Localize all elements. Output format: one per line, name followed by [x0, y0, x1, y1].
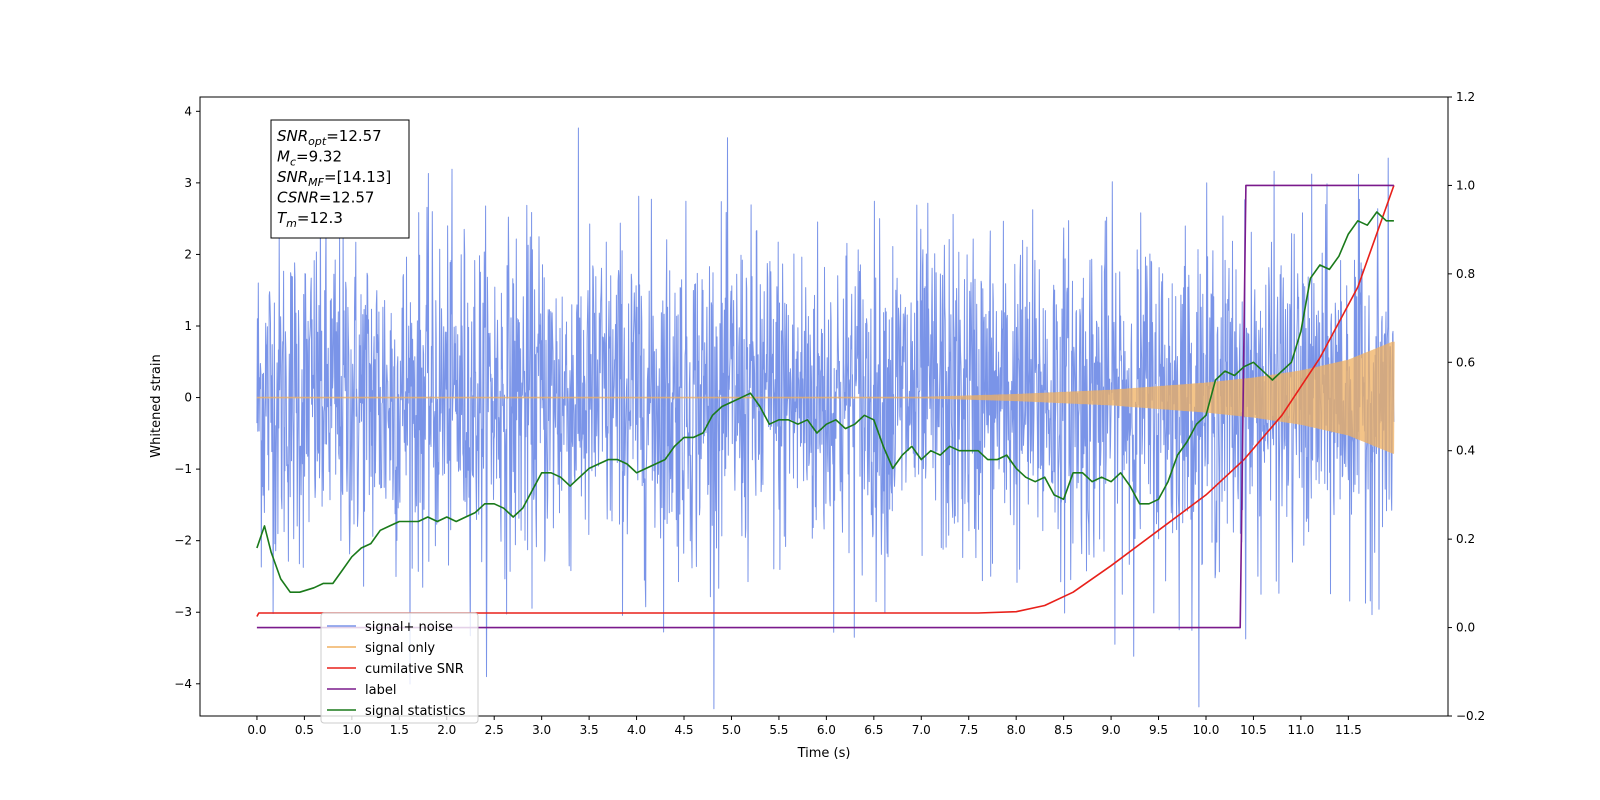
y-tick-label: 2 [184, 247, 192, 261]
annotation-line: CSNR=12.57 [277, 189, 374, 207]
x-tick-label: 3.5 [580, 723, 599, 737]
annotation-frame [270, 119, 410, 239]
x-tick-label: 8.5 [1054, 723, 1073, 737]
data-layer [256, 127, 1395, 710]
x-tick-label: 6.5 [864, 723, 883, 737]
y2-tick-label: 0.2 [1456, 532, 1475, 546]
x-tick-label: 2.5 [485, 723, 504, 737]
x-tick-label: 4.0 [627, 723, 646, 737]
annotation-line: SNRMF=[14.13] [277, 168, 391, 189]
y-axis-right: 1.2 1.0 0.8 0.6 0.4 0.2 0.0 −0.2 [1448, 90, 1485, 723]
annotation-box: SNRopt=12.57Mc=9.32SNRMF=[14.13]CSNR=12.… [270, 119, 410, 239]
x-tick-label: 10.0 [1193, 723, 1220, 737]
x-tick-label: 11.0 [1288, 723, 1315, 737]
x-tick-label: 3.0 [532, 723, 551, 737]
x-tick-label: 8.0 [1007, 723, 1026, 737]
annotation-line: SNRopt=12.57 [277, 127, 382, 148]
legend-label: signal only [365, 641, 435, 656]
x-tick-label: 9.0 [1102, 723, 1121, 737]
y2-tick-label: 0.4 [1456, 444, 1475, 458]
plot-frame [199, 96, 1449, 717]
y2-tick-label: 0.0 [1456, 621, 1475, 635]
legend-label: signal statistics [365, 704, 466, 719]
x-tick-label: 10.5 [1240, 723, 1267, 737]
y-tick-label: 3 [184, 176, 192, 190]
x-tick-label: 0.0 [247, 723, 266, 737]
annotation-line: Tm=12.3 [277, 209, 343, 230]
x-axis: 0.0 0.5 1.0 1.5 2.0 2.5 3.0 3.5 4.0 4.5 5.0 5.5 6.0 6… [247, 716, 1362, 737]
legend-frame [320, 612, 479, 724]
y2-tick-label: −0.2 [1456, 709, 1485, 723]
x-tick-label: 5.5 [769, 723, 788, 737]
y-tick-label: −4 [174, 677, 192, 691]
legend-label: cumilative SNR [365, 662, 464, 677]
x-tick-label: 7.0 [912, 723, 931, 737]
series-line [256, 185, 1395, 617]
legend: signal+ noise signal only cumilative SNR la… [320, 612, 479, 724]
legend-label: signal+ noise [365, 620, 453, 635]
y-axis-label: Whitened strain [149, 354, 164, 457]
y-tick-label: 4 [184, 104, 192, 118]
y2-tick-label: 1.2 [1456, 90, 1475, 104]
x-axis-label: Time (s) [797, 746, 851, 761]
series-line [256, 127, 1395, 710]
x-tick-label: 11.5 [1335, 723, 1362, 737]
x-tick-label: 9.5 [1149, 723, 1168, 737]
series-line [256, 341, 1395, 454]
x-tick-label: 2.0 [437, 723, 456, 737]
y-tick-label: −2 [174, 534, 192, 548]
y-tick-label: 1 [184, 319, 192, 333]
x-tick-label: 0.5 [295, 723, 314, 737]
x-tick-label: 4.5 [674, 723, 693, 737]
y-tick-label: −1 [174, 462, 192, 476]
y2-tick-label: 0.8 [1456, 267, 1475, 281]
y-axis-left: 4 3 2 1 0 −1 −2 −3 −4 [174, 104, 200, 691]
y2-tick-label: 0.6 [1456, 355, 1475, 369]
series-line [256, 184, 1394, 629]
annotation-line: Mc=9.32 [277, 148, 342, 169]
y-tick-label: 0 [184, 391, 192, 405]
x-tick-label: 1.0 [342, 723, 361, 737]
x-tick-label: 1.5 [390, 723, 409, 737]
series-line [256, 211, 1394, 593]
y2-tick-label: 1.0 [1456, 178, 1475, 192]
x-tick-label: 7.5 [959, 723, 978, 737]
x-tick-label: 6.0 [817, 723, 836, 737]
x-tick-label: 5.0 [722, 723, 741, 737]
legend-label: label [365, 683, 396, 698]
y-tick-label: −3 [174, 605, 192, 619]
